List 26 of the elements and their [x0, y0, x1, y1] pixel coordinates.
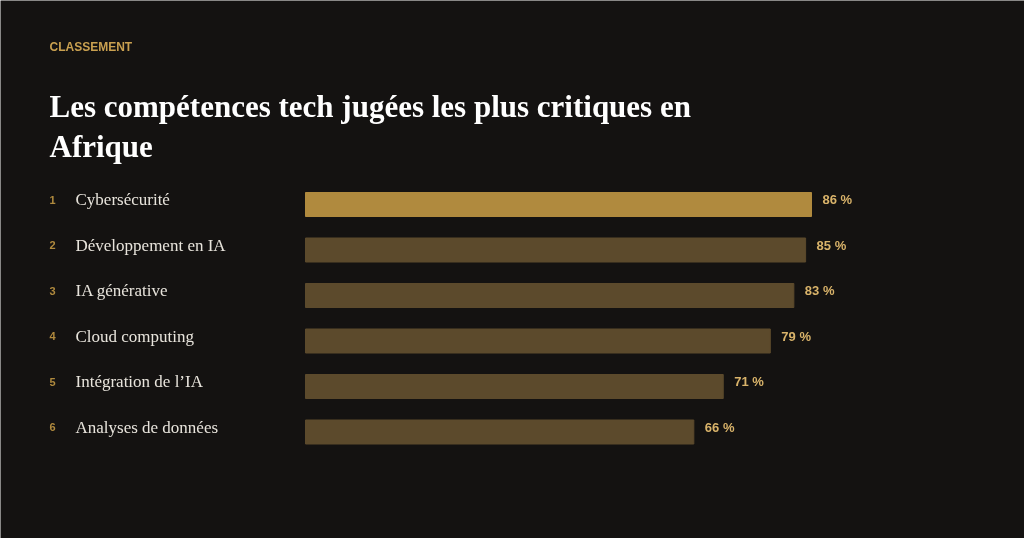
data-label: 71 % [734, 374, 765, 389]
data-label: 85 % [816, 237, 847, 253]
y-tick-label: Cybersécurité [75, 190, 170, 209]
data-label: 66 % [704, 419, 735, 435]
text: 6 [49, 421, 56, 433]
bar [305, 283, 795, 308]
text: 4 [49, 330, 57, 342]
text: 3 [49, 284, 56, 297]
y-tick-label: Analyses de données [75, 417, 219, 437]
data-label: 79 % [781, 328, 812, 344]
data-label: 83 % [804, 283, 835, 298]
chart-title: Les compétences tech jugées les plus critiques en Afrique [49, 89, 691, 164]
bar [305, 374, 724, 399]
bar [305, 419, 695, 445]
y-tick-label: Cloud computing [75, 326, 195, 346]
data-label: 86 % [822, 192, 853, 207]
y-tick-label: Intégration de l’IA [75, 372, 204, 391]
text: CLASSEMENT [49, 39, 133, 54]
y-tick-label: IA générative [75, 281, 168, 300]
bar [305, 237, 807, 263]
text: 1 [49, 193, 56, 206]
text: 5 [49, 375, 56, 388]
bar [305, 192, 812, 217]
bar [305, 328, 771, 354]
y-tick-label: Développement en IA [75, 235, 227, 255]
text: 2 [49, 239, 56, 251]
